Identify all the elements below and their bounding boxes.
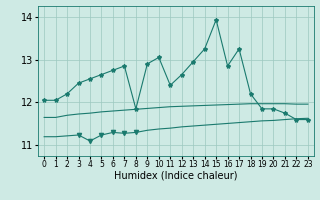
X-axis label: Humidex (Indice chaleur): Humidex (Indice chaleur) bbox=[114, 171, 238, 181]
